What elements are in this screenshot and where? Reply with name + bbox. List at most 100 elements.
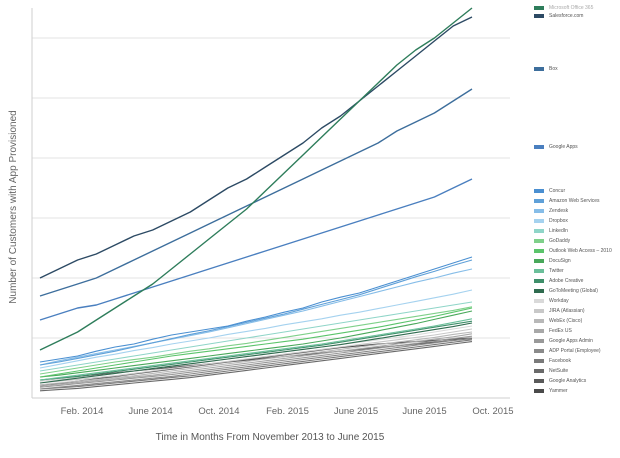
legend: Microsoft Office 365 Salesforce.com Box Goo… (534, 0, 620, 458)
series-line (39, 341, 473, 392)
legend-swatch (534, 219, 544, 223)
legend-item: Salesforce.com (534, 12, 583, 20)
legend-swatch (534, 299, 544, 303)
legend-item: Facebook (534, 357, 571, 365)
legend-label: Workday (549, 298, 569, 304)
series-line (39, 322, 473, 384)
legend-item: Google Apps Admin (534, 337, 593, 345)
legend-swatch (534, 319, 544, 323)
legend-swatch (534, 289, 544, 293)
series-line (39, 333, 473, 387)
legend-swatch (534, 249, 544, 253)
legend-label: WebEx (Cisco) (549, 318, 583, 324)
legend-label: Amazon Web Services (549, 198, 600, 204)
legend-item: Yammer (534, 387, 568, 395)
legend-label: JIRA (Atlassian) (549, 308, 585, 314)
legend-swatch (534, 339, 544, 343)
legend-item: WebEx (Cisco) (534, 317, 582, 325)
legend-item: Dropbox (534, 217, 568, 225)
x-tick-label: Feb. 2014 (61, 406, 104, 417)
legend-swatch (534, 229, 544, 233)
series-line (39, 331, 473, 386)
legend-label: Outlook Web Access – 2010 (549, 248, 612, 254)
series-line (39, 16, 473, 279)
legend-item: Zendesk (534, 207, 568, 215)
series-line (39, 307, 473, 378)
legend-swatch (534, 14, 544, 18)
series-line (39, 310, 473, 378)
x-tick-label: Oct. 2015 (472, 406, 513, 417)
legend-swatch (534, 369, 544, 373)
legend-label: Concur (549, 188, 566, 194)
legend-label: Yammer (549, 388, 568, 394)
series-line (39, 7, 473, 351)
legend-label: GoDaddy (549, 238, 571, 244)
series-line (39, 301, 473, 372)
legend-swatch (534, 269, 544, 273)
y-axis-label: Number of Customers with App Provisioned (8, 110, 19, 304)
series-line (39, 320, 473, 381)
legend-swatch (534, 67, 544, 71)
legend-label: Google Apps Admin (549, 338, 593, 344)
series-line (39, 259, 473, 366)
legend-label: LinkedIn (549, 228, 568, 234)
legend-swatch (534, 6, 544, 10)
x-tick-label: June 2015 (402, 406, 446, 417)
legend-item: JIRA (Atlassian) (534, 307, 585, 315)
legend-swatch (534, 259, 544, 263)
legend-label: FedEx US (549, 328, 572, 334)
legend-item: Twitter (534, 267, 564, 275)
series-line (39, 335, 473, 388)
legend-item: Microsoft Office 365 (534, 4, 593, 12)
legend-item: Google Apps (534, 143, 578, 151)
series-line (39, 268, 473, 366)
legend-label: Twitter (549, 268, 564, 274)
series-line (39, 337, 473, 390)
legend-swatch (534, 189, 544, 193)
series-line (39, 337, 473, 387)
x-tick-label: June 2014 (128, 406, 172, 417)
series-line (39, 318, 473, 381)
legend-swatch (534, 239, 544, 243)
legend-label: NetSuite (549, 368, 569, 374)
legend-label: Dropbox (549, 218, 568, 224)
series-line (39, 178, 473, 321)
legend-item: ADP Portal (Employee) (534, 347, 601, 355)
legend-item: DocuSign (534, 257, 571, 265)
legend-label: Google Apps (549, 144, 578, 150)
legend-label: GoToMeeting (Global) (549, 288, 598, 294)
legend-item: Outlook Web Access – 2010 (534, 247, 612, 255)
legend-item: Amazon Web Services (534, 197, 599, 205)
legend-label: Box (549, 66, 558, 72)
legend-swatch (534, 145, 544, 149)
legend-item: Concur (534, 187, 565, 195)
legend-item: Google Analytics (534, 377, 586, 385)
legend-label: Google Analytics (549, 378, 587, 384)
legend-item: NetSuite (534, 367, 568, 375)
series-line (39, 256, 473, 363)
legend-swatch (534, 349, 544, 353)
legend-item: LinkedIn (534, 227, 568, 235)
legend-swatch (534, 329, 544, 333)
legend-swatch (534, 209, 544, 213)
legend-swatch (534, 359, 544, 363)
legend-swatch (534, 199, 544, 203)
series-line (39, 339, 473, 390)
legend-label: ADP Portal (Employee) (549, 348, 601, 354)
legend-item: Workday (534, 297, 569, 305)
legend-label: Salesforce.com (549, 13, 584, 19)
legend-item: Adobe Creative (534, 277, 583, 285)
legend-swatch (534, 309, 544, 313)
legend-item: FedEx US (534, 327, 572, 335)
y-axis-label-wrap: Number of Customers with App Provisioned (3, 107, 19, 307)
legend-item: GoToMeeting (Global) (534, 287, 598, 295)
legend-item: Box (534, 65, 558, 73)
x-tick-label: Oct. 2014 (198, 406, 239, 417)
legend-swatch (534, 389, 544, 393)
legend-label: Zendesk (549, 208, 569, 214)
x-tick-label: Feb. 2015 (266, 406, 309, 417)
legend-label: Adobe Creative (549, 278, 584, 284)
legend-label: Facebook (549, 358, 571, 364)
legend-label: DocuSign (549, 258, 571, 264)
